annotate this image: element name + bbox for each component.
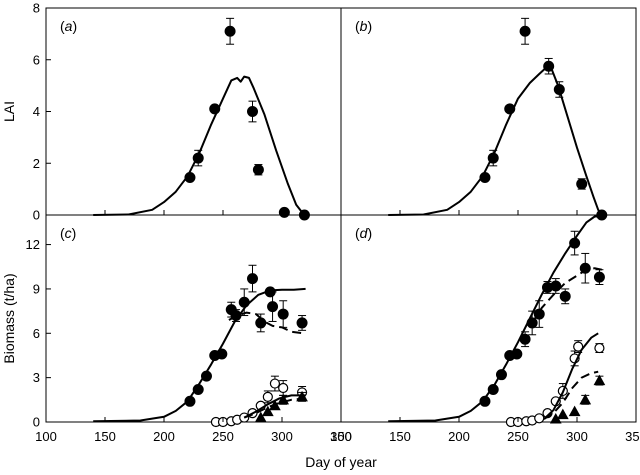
x-tick-label: 350: [625, 429, 640, 444]
x-tick-label: 300: [271, 429, 293, 444]
data-point-filled-triangle: [254, 411, 267, 423]
y-tick-label: 12: [26, 237, 40, 252]
panel-label: (b): [355, 18, 372, 34]
data-point-open-circle: [269, 378, 281, 389]
panel-d: (d): [340, 214, 637, 428]
data-point-filled-circle: [267, 301, 279, 313]
data-point-filled-circle: [247, 273, 258, 285]
x-tick-label: 100: [330, 429, 352, 444]
series-solid-line: [388, 215, 602, 423]
data-point-filled-circle: [247, 106, 258, 117]
panel-label: (c): [60, 225, 76, 241]
solid-line: [388, 215, 602, 423]
y-tick-label: 6: [33, 326, 40, 341]
data-point-open-circle: [573, 341, 584, 352]
panel-label: (a): [60, 18, 77, 34]
series-dashed-line: [531, 267, 603, 324]
x-tick-label: 350: [330, 429, 352, 444]
y-tick-label: 0: [33, 208, 40, 223]
x-tick-label: 100: [35, 429, 57, 444]
solid-line: [543, 332, 599, 420]
solid-line: [388, 66, 603, 216]
data-point-open-circle: [534, 413, 545, 424]
x-axis-label: Day of year: [305, 454, 377, 470]
x-tick-label: 150: [389, 429, 411, 444]
data-point-filled-triangle: [261, 405, 274, 417]
data-point-filled-circle: [579, 262, 591, 274]
data-point-filled-circle: [296, 317, 308, 329]
series-filled-circle: [479, 230, 605, 407]
dashed-line: [543, 370, 599, 420]
panel-c: (c) 0 3 6 9 12 Biomass (t/ha): [1, 214, 342, 430]
solid-line: [93, 75, 307, 216]
series-filled-circle: [184, 17, 310, 221]
series-solid-line: [243, 394, 306, 419]
data-point-filled-circle: [519, 25, 531, 37]
data-point-filled-circle: [487, 383, 499, 395]
series-solid-line: [388, 66, 603, 216]
data-point-filled-triangle: [568, 405, 581, 417]
panel-b: (b): [340, 7, 637, 221]
x-tick-label: 250: [212, 429, 234, 444]
data-point-filled-triangle: [579, 393, 592, 405]
series-filled-circle: [184, 264, 308, 407]
data-point-open-circle: [594, 342, 605, 354]
x-tick-label: 200: [153, 429, 175, 444]
series-filled-triangle: [549, 374, 606, 424]
solid-line: [93, 287, 306, 423]
dashed-line: [531, 267, 603, 324]
data-point-filled-triangle: [556, 408, 569, 420]
y-tick-label: 3: [33, 370, 40, 385]
data-point-open-circle: [262, 391, 273, 402]
y-tick-label: 4: [33, 104, 40, 119]
x-tick-label: 150: [94, 429, 116, 444]
series-dashed-line: [243, 397, 306, 419]
series-solid-line: [543, 332, 599, 420]
data-point-filled-triangle: [593, 374, 606, 386]
panel-label: (d): [355, 225, 372, 241]
y-tick-label: 6: [33, 52, 40, 67]
series-dashed-line: [543, 370, 599, 420]
series-solid-line: [93, 287, 306, 423]
data-point-filled-circle: [593, 271, 605, 283]
series-filled-circle: [479, 17, 608, 221]
solid-line: [243, 394, 306, 419]
panel-frame: [340, 7, 637, 216]
data-point-filled-circle: [224, 25, 236, 37]
data-point-filled-circle: [559, 290, 571, 302]
x-tick-label: 250: [507, 429, 529, 444]
data-point-filled-circle: [238, 296, 250, 308]
data-point-filled-circle: [278, 206, 290, 218]
y-tick-label: 0: [33, 415, 40, 430]
data-point-filled-circle: [277, 308, 289, 320]
y-axis-label: Biomass (t/ha): [1, 273, 17, 363]
series-solid-line: [93, 75, 307, 216]
y-tick-label: 2: [33, 156, 40, 171]
data-point-open-circle: [278, 382, 289, 394]
y-tick-label: 8: [33, 1, 40, 16]
data-point-filled-circle: [550, 280, 562, 292]
data-point-filled-circle: [252, 164, 264, 176]
data-point-filled-circle: [576, 178, 588, 190]
y-axis-label: LAI: [1, 101, 17, 122]
panel-a: (a) 0 2 4 6 8 LAI: [1, 1, 342, 223]
x-tick-label: 300: [566, 429, 588, 444]
dashed-line: [243, 397, 306, 419]
x-tick-label: 200: [448, 429, 470, 444]
y-tick-label: 9: [33, 281, 40, 296]
data-point-filled-circle: [479, 395, 491, 407]
panel-frame: [45, 7, 342, 216]
panel-frame: [340, 214, 637, 423]
series-open-circle: [210, 375, 308, 428]
